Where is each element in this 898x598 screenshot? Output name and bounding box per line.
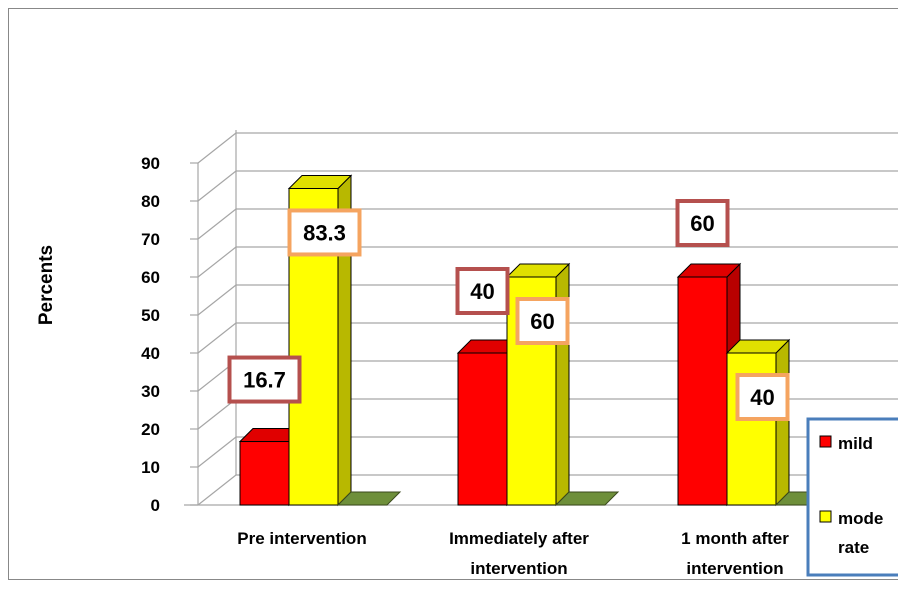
- gridline-depth: [198, 209, 236, 239]
- bar-mild: [678, 277, 727, 505]
- data-label-moderate: 83.3: [303, 220, 346, 245]
- y-tick-label: 70: [141, 230, 160, 249]
- x-category-label: Immediately after: [449, 529, 589, 548]
- y-tick-label: 40: [141, 344, 160, 363]
- data-label-moderate: 40: [750, 385, 774, 410]
- y-tick-label: 90: [141, 154, 160, 173]
- bar-mild: [240, 442, 289, 505]
- x-category-label: Pre intervention: [237, 529, 366, 548]
- gridline-depth: [198, 475, 236, 505]
- y-tick-label: 0: [151, 496, 160, 515]
- legend-label-moderate: rate: [838, 538, 869, 557]
- x-category-label: intervention: [470, 559, 567, 578]
- y-axis-title: Percents: [36, 245, 57, 325]
- data-label-mild: 60: [690, 211, 714, 236]
- legend-swatch-mild: [820, 436, 831, 447]
- legend-label-mild: mild: [838, 434, 873, 453]
- x-category-label: 1 month after: [681, 529, 789, 548]
- gridline-depth: [198, 437, 236, 467]
- gridline-depth: [198, 285, 236, 315]
- data-label-mild: 40: [470, 279, 494, 304]
- bar-mild: [458, 353, 507, 505]
- gridline-depth: [198, 323, 236, 353]
- gridline-depth: [198, 133, 236, 163]
- data-label-mild: 16.7: [243, 368, 286, 393]
- y-tick-label: 30: [141, 382, 160, 401]
- y-tick-label: 80: [141, 192, 160, 211]
- y-tick-label: 20: [141, 420, 160, 439]
- data-label-moderate: 60: [530, 309, 554, 334]
- gridline-depth: [198, 247, 236, 277]
- y-tick-label: 10: [141, 458, 160, 477]
- legend-swatch-moderate: [820, 511, 831, 522]
- x-category-label: intervention: [686, 559, 783, 578]
- y-tick-label: 50: [141, 306, 160, 325]
- legend-label-moderate: mode: [838, 509, 883, 528]
- bar-side-moderate: [776, 340, 789, 505]
- gridline-depth: [198, 171, 236, 201]
- y-tick-label: 60: [141, 268, 160, 287]
